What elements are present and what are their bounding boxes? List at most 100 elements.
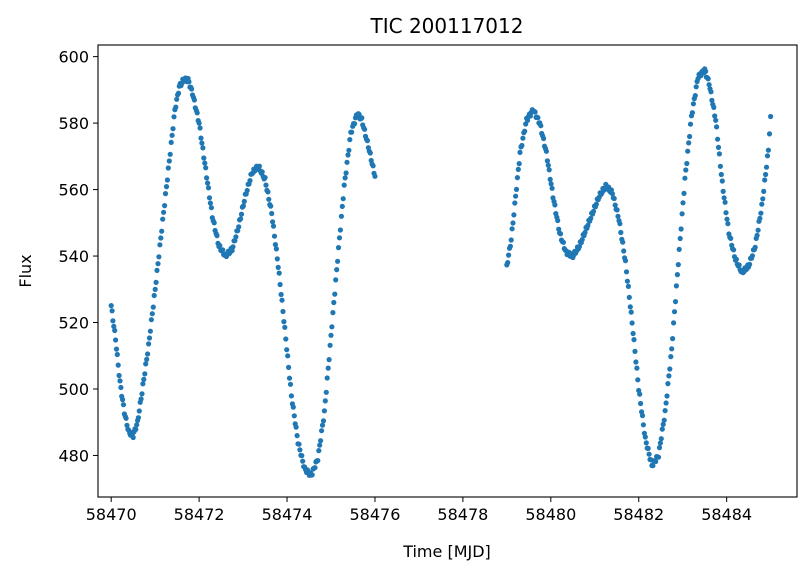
data-point xyxy=(669,346,675,352)
data-point xyxy=(278,291,284,298)
data-point xyxy=(520,135,526,141)
data-point xyxy=(532,109,538,115)
data-point xyxy=(761,188,767,194)
data-point xyxy=(334,267,340,273)
data-point xyxy=(320,418,327,424)
data-point xyxy=(687,133,693,140)
data-point xyxy=(265,189,271,195)
data-point xyxy=(715,136,721,142)
data-point xyxy=(256,163,262,169)
data-point xyxy=(194,110,200,116)
data-point xyxy=(585,222,591,228)
data-point xyxy=(612,202,618,208)
data-point xyxy=(625,283,632,289)
data-point xyxy=(153,279,159,285)
data-point xyxy=(758,210,764,216)
data-point xyxy=(285,353,291,359)
data-point xyxy=(174,96,180,102)
data-point xyxy=(328,332,334,338)
data-point xyxy=(327,342,333,348)
data-point xyxy=(765,147,772,153)
data-point xyxy=(632,348,638,354)
data-point xyxy=(204,175,210,181)
data-point xyxy=(705,76,711,82)
data-point xyxy=(280,308,286,315)
data-point xyxy=(660,421,666,427)
data-point xyxy=(679,211,685,217)
data-point xyxy=(144,356,150,362)
data-point xyxy=(167,151,173,157)
data-point xyxy=(158,235,164,241)
data-point xyxy=(159,228,165,234)
data-point xyxy=(764,153,771,159)
data-point xyxy=(116,372,122,379)
data-point xyxy=(617,221,623,227)
data-point xyxy=(156,254,162,260)
data-point xyxy=(714,124,720,130)
data-point xyxy=(344,159,350,165)
data-point xyxy=(343,170,349,176)
data-point xyxy=(546,167,552,173)
data-point xyxy=(162,203,168,209)
data-point xyxy=(631,337,637,343)
y-tick-label: 480 xyxy=(58,446,89,465)
data-point xyxy=(680,200,686,206)
data-point xyxy=(356,111,362,117)
data-point xyxy=(508,237,514,243)
data-point xyxy=(723,210,729,216)
data-point xyxy=(169,132,175,138)
data-point xyxy=(196,120,202,126)
data-point xyxy=(214,233,220,239)
data-point xyxy=(671,309,678,315)
data-point xyxy=(139,391,145,397)
data-point xyxy=(633,359,639,365)
data-point xyxy=(154,267,160,273)
data-point xyxy=(538,123,544,129)
data-point xyxy=(635,377,641,383)
data-point xyxy=(582,229,588,236)
data-point xyxy=(336,235,343,241)
data-point xyxy=(149,311,155,317)
data-point xyxy=(543,148,550,154)
data-point xyxy=(124,422,130,428)
data-point xyxy=(146,341,152,347)
data-point xyxy=(637,391,643,397)
data-point xyxy=(685,148,691,154)
data-point xyxy=(662,408,668,414)
data-point xyxy=(725,221,731,227)
data-point xyxy=(349,129,355,135)
data-point xyxy=(713,117,719,123)
data-point xyxy=(316,448,322,454)
data-point xyxy=(290,404,296,410)
data-point xyxy=(330,310,336,316)
data-point xyxy=(166,158,172,164)
data-point xyxy=(506,252,512,258)
data-point xyxy=(312,465,318,471)
x-tick-label: 58472 xyxy=(174,505,225,524)
data-point xyxy=(333,277,339,283)
data-point xyxy=(720,188,726,194)
data-point xyxy=(576,244,583,250)
data-point xyxy=(112,327,118,334)
data-point xyxy=(142,371,148,377)
data-point xyxy=(628,309,634,315)
y-axis-label: Flux xyxy=(16,254,35,287)
data-point xyxy=(706,82,712,88)
data-points xyxy=(108,66,774,478)
data-point xyxy=(752,244,758,250)
data-point xyxy=(547,176,553,182)
data-point xyxy=(277,281,283,288)
data-point xyxy=(717,163,724,169)
data-point xyxy=(755,227,761,233)
data-point xyxy=(670,336,676,342)
data-point xyxy=(630,330,636,337)
y-tick-label: 540 xyxy=(58,247,89,266)
data-point xyxy=(618,229,624,236)
data-point xyxy=(283,336,289,342)
data-point xyxy=(247,178,253,184)
data-point xyxy=(317,442,323,448)
data-point xyxy=(519,142,525,149)
data-point xyxy=(638,400,644,407)
data-point xyxy=(318,438,324,444)
